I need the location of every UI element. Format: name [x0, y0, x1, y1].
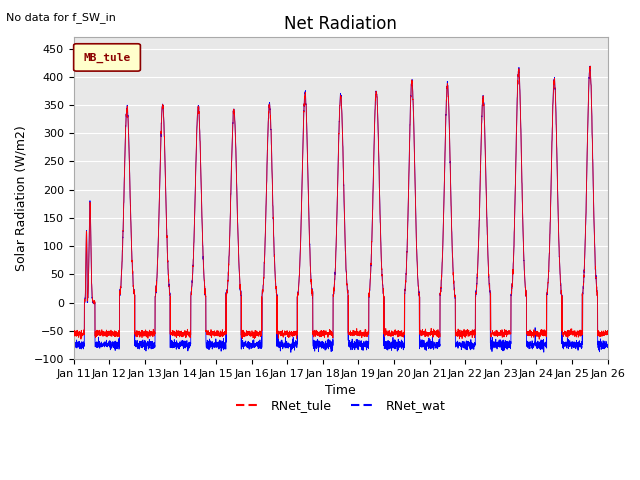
Text: No data for f_SW_in: No data for f_SW_in	[6, 12, 116, 23]
Text: MB_tule: MB_tule	[83, 52, 131, 63]
Y-axis label: Solar Radiation (W/m2): Solar Radiation (W/m2)	[15, 125, 28, 271]
X-axis label: Time: Time	[325, 384, 356, 397]
FancyBboxPatch shape	[74, 44, 140, 71]
Title: Net Radiation: Net Radiation	[284, 15, 397, 33]
Legend: RNet_tule, RNet_wat: RNet_tule, RNet_wat	[231, 394, 451, 417]
